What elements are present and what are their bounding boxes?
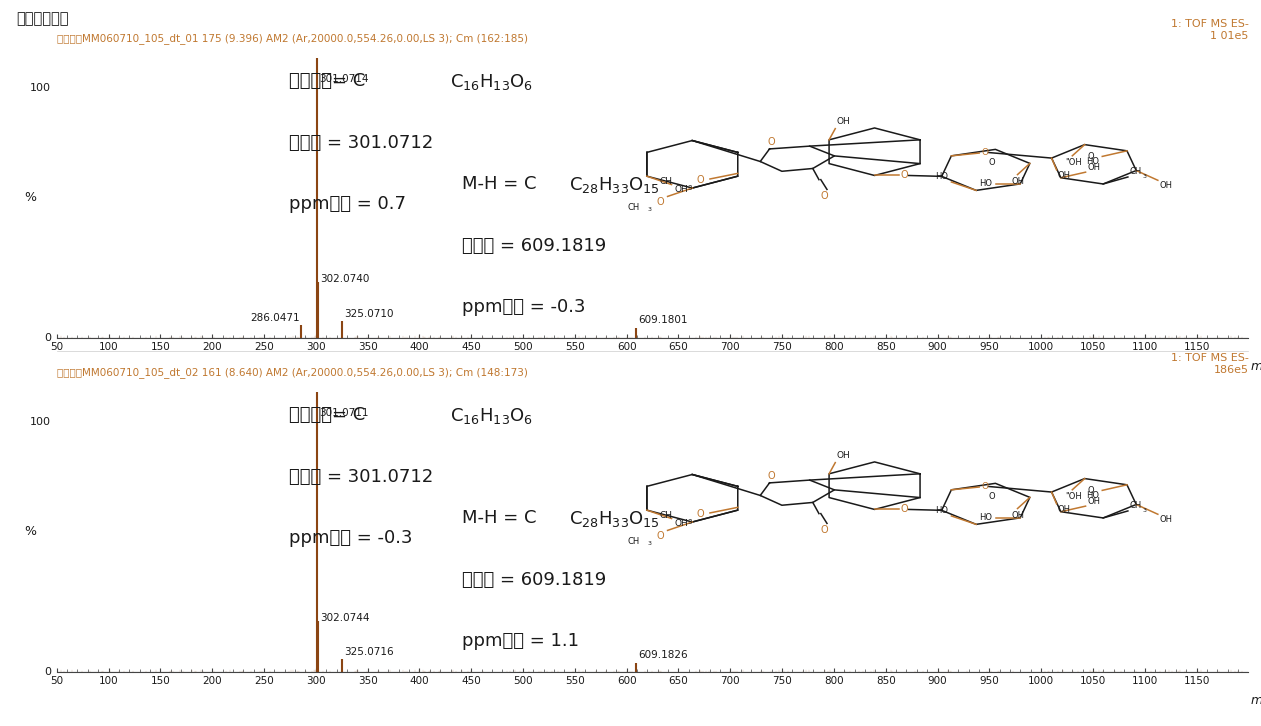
Text: O: O xyxy=(696,176,704,185)
Text: HO: HO xyxy=(980,179,992,189)
Text: OH: OH xyxy=(1160,181,1173,190)
Text: M-H = C: M-H = C xyxy=(462,510,536,527)
Text: 286.0471: 286.0471 xyxy=(251,313,300,322)
Text: 609.1826: 609.1826 xyxy=(638,650,687,661)
Text: OH: OH xyxy=(1087,163,1101,171)
Text: 301.0711: 301.0711 xyxy=(319,408,368,418)
Text: O: O xyxy=(981,148,989,157)
Text: 提取淤度MM060710_105_dt_01 175 (9.396) AM2 (Ar,20000.0,554.26,0.00,LS 3); Cm (162:18: 提取淤度MM060710_105_dt_01 175 (9.396) AM2 (… xyxy=(57,33,528,44)
Text: CH: CH xyxy=(660,510,673,520)
Text: 质量数 = 301.0712: 质量数 = 301.0712 xyxy=(289,468,434,486)
Text: 325.0710: 325.0710 xyxy=(344,309,393,319)
Text: ppm误差 = 0.7: ppm误差 = 0.7 xyxy=(289,195,406,213)
Text: 609.1801: 609.1801 xyxy=(638,315,687,325)
Text: 3: 3 xyxy=(648,541,652,546)
Text: O: O xyxy=(768,470,776,481)
Text: CH: CH xyxy=(628,203,639,213)
Text: CH: CH xyxy=(1130,167,1142,176)
Text: OH: OH xyxy=(1087,497,1101,505)
Text: ppm误差 = -0.3: ppm误差 = -0.3 xyxy=(462,298,585,317)
Text: 100: 100 xyxy=(30,83,50,93)
Text: M-H = C: M-H = C xyxy=(462,176,536,193)
Text: HO: HO xyxy=(980,513,992,523)
Text: 碎片离子= C: 碎片离子= C xyxy=(289,406,366,424)
Text: 0: 0 xyxy=(44,333,50,343)
Text: CH: CH xyxy=(660,176,673,186)
Text: 质量数 = 609.1819: 质量数 = 609.1819 xyxy=(462,571,607,589)
Text: O: O xyxy=(900,171,908,181)
Text: O: O xyxy=(768,136,776,147)
Text: 301.0714: 301.0714 xyxy=(319,74,368,84)
Text: $\mathregular{C_{16}H_{13}O_6}$: $\mathregular{C_{16}H_{13}O_6}$ xyxy=(450,406,533,426)
Text: 1: TOF MS ES-
186e5: 1: TOF MS ES- 186e5 xyxy=(1170,353,1248,375)
Text: O: O xyxy=(981,482,989,491)
Text: CH: CH xyxy=(1130,501,1142,510)
Text: 3: 3 xyxy=(1142,508,1146,513)
Text: 100: 100 xyxy=(30,417,50,427)
Text: OH: OH xyxy=(1011,511,1024,521)
Text: 3: 3 xyxy=(1142,174,1146,179)
Text: O: O xyxy=(657,197,665,207)
Text: O: O xyxy=(820,192,827,201)
Text: m/z: m/z xyxy=(1251,694,1261,707)
Text: OH: OH xyxy=(1160,515,1173,524)
Text: O: O xyxy=(1087,486,1095,495)
Text: O: O xyxy=(1087,152,1095,161)
Text: %: % xyxy=(24,526,37,538)
Text: O: O xyxy=(989,158,995,168)
Text: 325.0716: 325.0716 xyxy=(344,647,393,656)
Text: 0: 0 xyxy=(44,666,50,677)
Text: CH: CH xyxy=(628,537,639,547)
Text: HO: HO xyxy=(1086,157,1100,166)
Text: 质量数 = 301.0712: 质量数 = 301.0712 xyxy=(289,134,434,152)
Text: 1: TOF MS ES-
1 01e5: 1: TOF MS ES- 1 01e5 xyxy=(1170,19,1248,41)
Text: %: % xyxy=(24,192,37,204)
Text: 302.0744: 302.0744 xyxy=(320,613,369,623)
Text: 质量数 = 609.1819: 质量数 = 609.1819 xyxy=(462,237,607,255)
Text: m/z: m/z xyxy=(1251,360,1261,373)
Text: O: O xyxy=(657,531,665,541)
Text: 柑橘果汁浓度: 柑橘果汁浓度 xyxy=(16,11,69,26)
Text: HO: HO xyxy=(936,506,948,515)
Text: $\mathregular{C_{28}H_{33}O_{15}}$: $\mathregular{C_{28}H_{33}O_{15}}$ xyxy=(569,176,660,195)
Text: OH: OH xyxy=(1058,505,1071,515)
Text: 302.0740: 302.0740 xyxy=(320,274,369,284)
Text: OH: OH xyxy=(675,185,689,194)
Text: OH: OH xyxy=(1011,177,1024,187)
Text: 3: 3 xyxy=(687,185,691,191)
Text: OH: OH xyxy=(675,519,689,528)
Text: 提取淤度MM060710_105_dt_02 161 (8.640) AM2 (Ar,20000.0,554.26,0.00,LS 3); Cm (148:17: 提取淤度MM060710_105_dt_02 161 (8.640) AM2 (… xyxy=(57,367,527,378)
Text: $\mathregular{C_{16}H_{13}O_6}$: $\mathregular{C_{16}H_{13}O_6}$ xyxy=(450,72,533,92)
Text: OH: OH xyxy=(836,452,850,460)
Text: 3: 3 xyxy=(687,519,691,525)
Text: ppm误差 = 1.1: ppm误差 = 1.1 xyxy=(462,632,579,650)
Text: O: O xyxy=(696,510,704,519)
Text: O: O xyxy=(900,505,908,515)
Text: "OH: "OH xyxy=(1066,158,1082,167)
Text: OH: OH xyxy=(836,118,850,126)
Text: HO: HO xyxy=(936,172,948,182)
Text: O: O xyxy=(989,492,995,502)
Text: OH: OH xyxy=(1058,171,1071,181)
Text: 碎片离子= C: 碎片离子= C xyxy=(289,72,366,90)
Text: 3: 3 xyxy=(648,207,652,212)
Text: O: O xyxy=(820,526,827,535)
Text: HO: HO xyxy=(1086,491,1100,500)
Text: "OH: "OH xyxy=(1066,492,1082,501)
Text: ppm误差 = -0.3: ppm误差 = -0.3 xyxy=(289,529,412,547)
Text: $\mathregular{C_{28}H_{33}O_{15}}$: $\mathregular{C_{28}H_{33}O_{15}}$ xyxy=(569,510,660,529)
